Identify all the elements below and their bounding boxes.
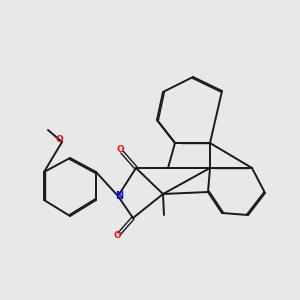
Text: N: N <box>115 191 123 201</box>
Text: O: O <box>113 232 121 241</box>
Text: O: O <box>116 146 124 154</box>
Text: O: O <box>55 136 63 145</box>
